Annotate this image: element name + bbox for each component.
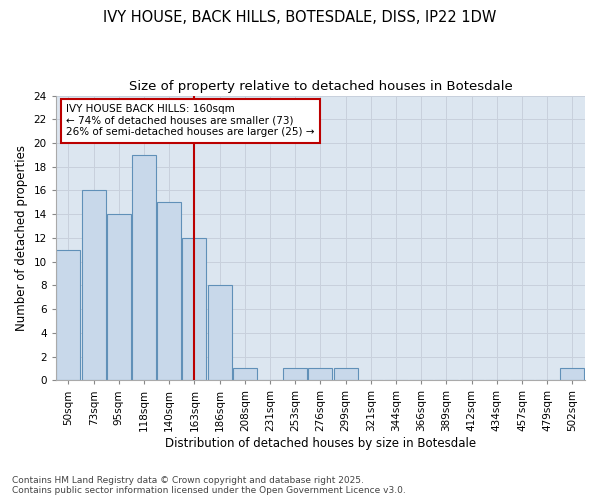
Bar: [182, 238, 206, 380]
Bar: [334, 368, 358, 380]
Text: Contains HM Land Registry data © Crown copyright and database right 2025.
Contai: Contains HM Land Registry data © Crown c…: [12, 476, 406, 495]
Text: IVY HOUSE, BACK HILLS, BOTESDALE, DISS, IP22 1DW: IVY HOUSE, BACK HILLS, BOTESDALE, DISS, …: [103, 10, 497, 25]
Bar: [233, 368, 257, 380]
X-axis label: Distribution of detached houses by size in Botesdale: Distribution of detached houses by size …: [165, 437, 476, 450]
Y-axis label: Number of detached properties: Number of detached properties: [15, 145, 28, 331]
Bar: [308, 368, 332, 380]
Bar: [283, 368, 307, 380]
Bar: [208, 286, 232, 380]
Title: Size of property relative to detached houses in Botesdale: Size of property relative to detached ho…: [128, 80, 512, 93]
Bar: [132, 155, 156, 380]
Bar: [107, 214, 131, 380]
Bar: [82, 190, 106, 380]
Bar: [157, 202, 181, 380]
Bar: [560, 368, 584, 380]
Text: IVY HOUSE BACK HILLS: 160sqm
← 74% of detached houses are smaller (73)
26% of se: IVY HOUSE BACK HILLS: 160sqm ← 74% of de…: [67, 104, 315, 138]
Bar: [56, 250, 80, 380]
